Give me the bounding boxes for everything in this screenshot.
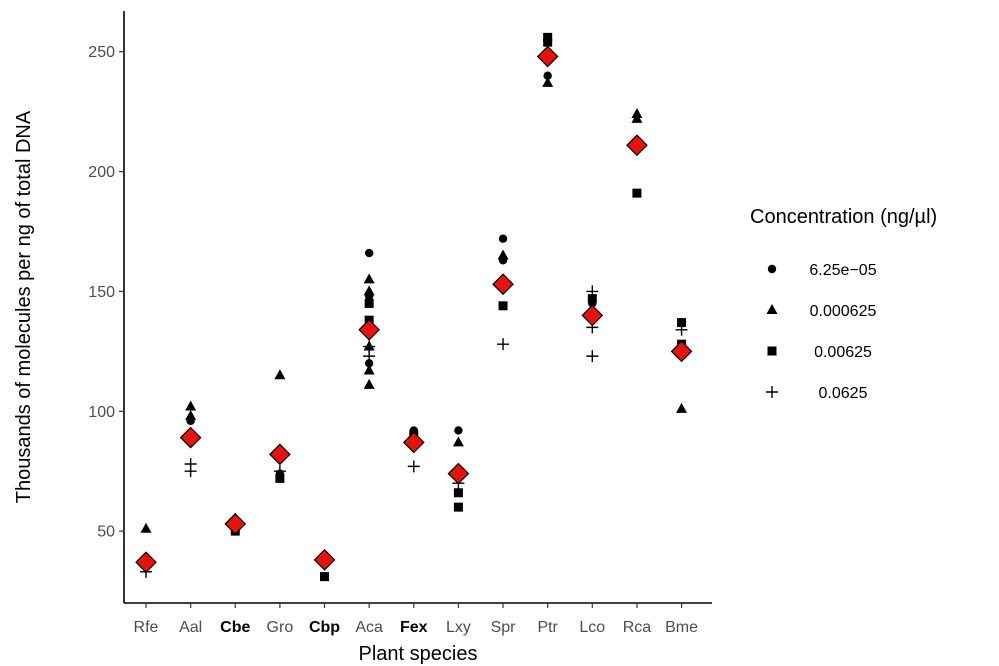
y-tick-label: 250 [88, 44, 115, 61]
x-tick-label-spr: Spr [491, 619, 517, 636]
mean-diamond-ptr [536, 45, 559, 68]
legend-label: 0.00625 [814, 344, 872, 361]
point-square-lxy [453, 488, 463, 498]
mean-diamond-rca [626, 134, 648, 157]
point-square-aca [364, 298, 374, 308]
point-circle-aca [364, 359, 374, 368]
mean-diamond-bme [670, 340, 693, 363]
y-tick-label: 50 [97, 524, 115, 541]
mean-diamond-lxy [447, 462, 470, 485]
point-triangle-aca [363, 364, 375, 375]
legend-title: Concentration (ng/µl) [750, 206, 937, 228]
x-axis-ticks: Rfe Aal Cbe Gro Cbp Aca Fex Lxy Spr Ptr Lco Rca Bme [134, 603, 698, 636]
point-triangle-gro [274, 369, 286, 380]
plot-marks [135, 32, 693, 582]
point-plus-gro [273, 465, 286, 478]
point-square-cbp [320, 572, 330, 582]
x-tick-label-aal: Aal [179, 619, 202, 636]
point-triangle-spr [497, 249, 509, 260]
point-plus-lco [586, 350, 599, 363]
point-triangle-bme [676, 402, 688, 413]
x-tick-label-cbp: Cbp [309, 619, 340, 636]
x-tick-label-bme: Bme [665, 619, 698, 636]
legend-key-plus [766, 386, 778, 398]
point-square-spr [498, 301, 508, 311]
point-plus-lco [586, 285, 599, 298]
legend-key-circle [767, 264, 777, 274]
x-tick-label-ptr: Ptr [537, 619, 558, 636]
point-square-gro [275, 473, 285, 483]
point-plus-bme [675, 323, 688, 336]
x-tick-label-lxy: Lxy [446, 619, 471, 636]
y-tick-label: 200 [88, 164, 115, 181]
point-triangle-aca [363, 378, 375, 389]
mean-diamond-lco [581, 304, 604, 327]
x-tick-label-fex: Fex [400, 619, 428, 636]
legend-entries: 6.25e−05 0.000625 0.00625 0.0625 [766, 262, 877, 402]
point-circle-aca [364, 248, 374, 258]
y-axis-ticks: 50 100 150 200 250 [88, 44, 124, 541]
point-plus-fex [407, 460, 420, 473]
legend-key-square [767, 346, 777, 356]
x-tick-label-rca: Rca [623, 619, 652, 636]
x-tick-label-rfe: Rfe [134, 619, 159, 636]
mean-diamond-spr [492, 273, 514, 296]
mean-diamond-cbe [224, 513, 247, 535]
point-circle-spr [498, 234, 508, 243]
point-square-bme [677, 318, 687, 328]
point-square-rca [632, 188, 642, 198]
point-triangle-rca [631, 112, 643, 123]
legend-label: 0.0625 [819, 385, 868, 402]
point-triangle-aca [363, 273, 375, 284]
mean-diamond-cbp [313, 549, 336, 571]
y-tick-label: 150 [88, 284, 115, 301]
point-triangle-aca [363, 285, 375, 296]
point-square-lxy [453, 502, 463, 512]
legend-label: 6.25e−05 [809, 262, 876, 279]
point-triangle-ptr [542, 76, 554, 87]
mean-diamond-aal [179, 426, 202, 449]
mean-diamond-rfe [135, 551, 157, 574]
point-square-lco [587, 294, 597, 304]
point-triangle-aal [185, 410, 197, 421]
x-tick-label-gro: Gro [267, 619, 294, 636]
point-plus-aca [363, 350, 376, 363]
mean-diamond-gro [269, 443, 291, 466]
point-triangle-lxy [452, 436, 464, 447]
point-circle-ptr [543, 71, 552, 80]
y-tick-label: 100 [88, 404, 115, 421]
legend-label: 0.000625 [810, 303, 877, 320]
legend: Concentration (ng/µl) 6.25e−05 0.000625 0.… [750, 206, 937, 402]
point-square-ptr [543, 37, 553, 47]
x-tick-label-cbe: Cbe [220, 619, 250, 636]
x-tick-label-aca: Aca [355, 619, 383, 636]
point-plus-aal [184, 465, 197, 478]
point-triangle-rfe [140, 522, 152, 533]
y-axis-title: Thousands of molecules per ng of total D… [13, 110, 35, 503]
point-square-ptr [543, 32, 553, 42]
point-circle-lxy [454, 426, 463, 435]
mean-diamond-fex [402, 431, 425, 454]
x-axis-title: Plant species [359, 643, 478, 665]
point-triangle-aal [185, 400, 197, 411]
mean-diamond-aca [358, 318, 380, 341]
legend-key-triangle [766, 304, 778, 314]
x-tick-label-lco: Lco [579, 619, 605, 636]
point-plus-spr [497, 338, 510, 351]
